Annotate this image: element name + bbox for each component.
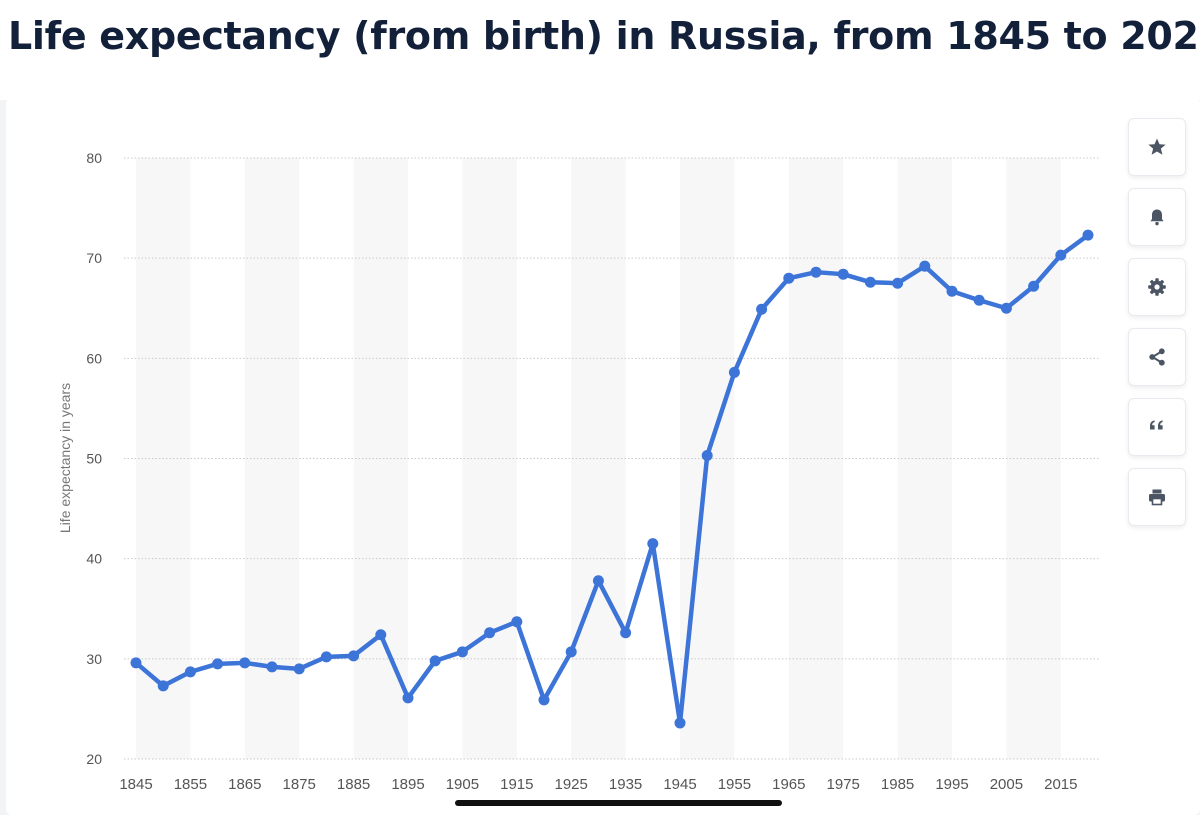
data-point (756, 303, 768, 315)
data-point (674, 717, 686, 729)
data-point (864, 276, 876, 288)
x-tick-label: 2005 (990, 776, 1023, 793)
print-button[interactable] (1128, 468, 1186, 526)
data-point (1000, 302, 1012, 314)
x-tick-label: 1865 (228, 776, 261, 793)
quote-icon (1150, 420, 1163, 430)
notification-button[interactable] (1128, 188, 1186, 246)
data-point (130, 657, 142, 669)
y-tick-label: 50 (86, 451, 102, 467)
x-tick-label: 1945 (663, 776, 696, 793)
data-point (293, 663, 305, 675)
data-point (973, 294, 985, 306)
data-point (810, 266, 822, 278)
gear-icon (1148, 278, 1166, 296)
x-tick-label: 1845 (119, 776, 152, 793)
x-tick-label: 1985 (881, 776, 914, 793)
y-tick-label: 30 (86, 651, 102, 667)
x-tick-label: 1885 (337, 776, 370, 793)
data-point (511, 616, 523, 628)
data-point (538, 694, 550, 706)
y-tick-label: 60 (86, 350, 102, 366)
data-point (429, 655, 441, 667)
data-point (620, 627, 632, 639)
data-point (456, 646, 468, 658)
y-tick-label: 80 (86, 150, 102, 166)
x-tick-label: 1995 (935, 776, 968, 793)
x-tick-label: 2015 (1044, 776, 1077, 793)
y-tick-label: 40 (86, 551, 102, 567)
data-point (592, 575, 604, 587)
y-tick-label: 20 (86, 751, 102, 767)
data-point (919, 260, 931, 272)
favorite-button[interactable] (1128, 118, 1186, 176)
data-point (212, 658, 224, 670)
cite-button[interactable] (1128, 398, 1186, 456)
x-tick-label: 1955 (718, 776, 751, 793)
data-point (1055, 249, 1067, 261)
data-point (320, 651, 332, 663)
data-point (728, 366, 740, 378)
x-tick-label: 1975 (827, 776, 860, 793)
data-point (647, 538, 659, 550)
x-tick-label: 1915 (500, 776, 533, 793)
data-point (239, 657, 251, 669)
data-point (892, 277, 904, 289)
star-icon (1148, 138, 1166, 155)
data-point (701, 449, 713, 461)
y-tick-label: 70 (86, 250, 102, 266)
home-indicator (455, 800, 782, 806)
line-chart: 20 30 40 50 60 70 80 1845 1855 1865 1875 1885 1895 19… (57, 150, 1100, 793)
data-point (1028, 280, 1040, 292)
settings-button[interactable] (1128, 258, 1186, 316)
page-title: Life expectancy (from birth) in Russia, … (8, 14, 1200, 58)
data-point (837, 268, 849, 280)
data-point (157, 680, 169, 692)
data-point (1082, 229, 1094, 241)
data-point (783, 272, 795, 284)
x-tick-label: 1895 (391, 776, 424, 793)
bell-icon (1150, 209, 1164, 226)
x-tick-label: 1965 (772, 776, 805, 793)
chart-toolbar (1128, 118, 1186, 538)
data-point (348, 650, 360, 662)
x-tick-label: 1905 (446, 776, 479, 793)
y-axis-label: Life expectancy in years (57, 383, 73, 533)
data-point (266, 661, 278, 673)
data-point (565, 646, 577, 658)
data-point (375, 629, 387, 641)
x-tick-label: 1925 (555, 776, 588, 793)
chart-stripe (897, 158, 952, 759)
chart-card: 20 30 40 50 60 70 80 1845 1855 1865 1875 1885 1895 19… (6, 98, 1200, 815)
data-point (946, 285, 958, 297)
x-tick-label: 1935 (609, 776, 642, 793)
data-point (402, 692, 414, 704)
x-tick-label: 1855 (174, 776, 207, 793)
chart-stripe (788, 158, 844, 759)
x-tick-label: 1875 (283, 776, 316, 793)
print-icon (1149, 489, 1165, 506)
share-button[interactable] (1128, 328, 1186, 386)
share-icon (1149, 348, 1165, 366)
title-bar (0, 0, 1200, 100)
data-point (184, 666, 196, 678)
data-point (484, 627, 496, 639)
